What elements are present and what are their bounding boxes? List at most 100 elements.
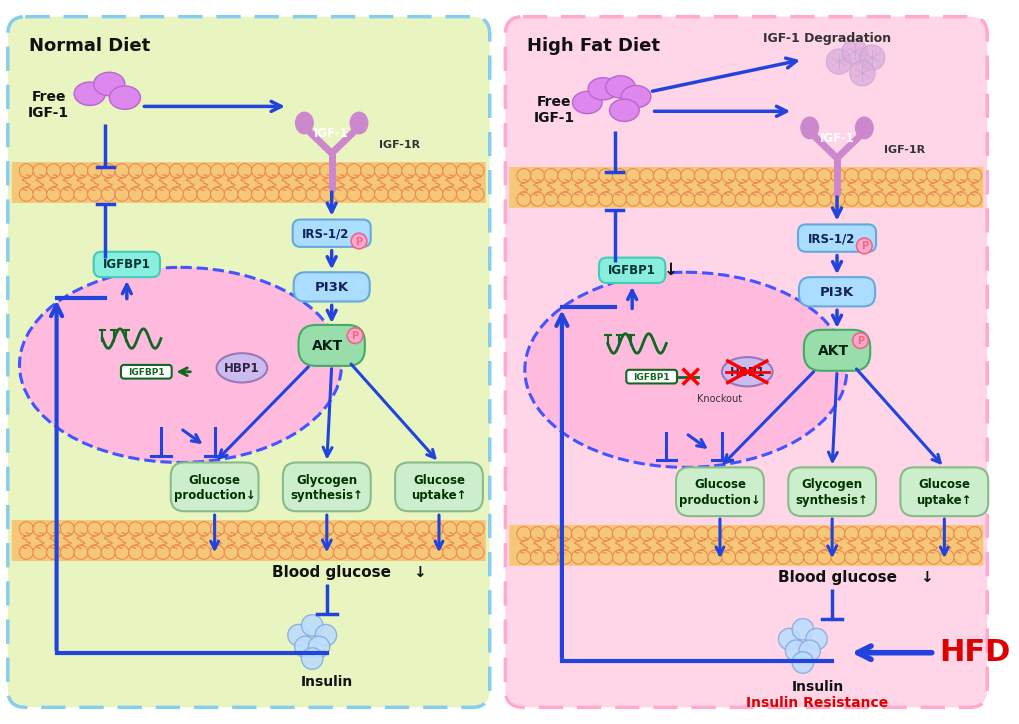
FancyBboxPatch shape: [292, 219, 370, 247]
Text: uptake↑: uptake↑: [916, 494, 971, 507]
Text: P: P: [860, 241, 867, 251]
Circle shape: [455, 188, 470, 201]
Circle shape: [169, 164, 183, 177]
Circle shape: [315, 624, 336, 646]
Circle shape: [88, 522, 102, 536]
Circle shape: [306, 164, 320, 177]
Circle shape: [543, 526, 557, 541]
Text: HFD: HFD: [938, 639, 1010, 668]
Circle shape: [666, 169, 681, 182]
Circle shape: [543, 550, 557, 564]
Circle shape: [530, 169, 544, 182]
Circle shape: [156, 164, 170, 177]
Circle shape: [292, 164, 307, 177]
Circle shape: [237, 164, 252, 177]
Circle shape: [925, 169, 940, 182]
Circle shape: [517, 526, 530, 541]
Circle shape: [278, 188, 292, 201]
Circle shape: [557, 526, 572, 541]
FancyBboxPatch shape: [11, 520, 485, 561]
Circle shape: [792, 618, 813, 640]
Ellipse shape: [721, 357, 771, 387]
Circle shape: [790, 526, 803, 541]
Circle shape: [707, 550, 721, 564]
Ellipse shape: [605, 76, 635, 98]
Circle shape: [252, 188, 265, 201]
Circle shape: [639, 550, 653, 564]
Circle shape: [530, 550, 544, 564]
Circle shape: [142, 522, 156, 536]
Circle shape: [374, 188, 388, 201]
Circle shape: [790, 169, 803, 182]
Circle shape: [224, 164, 238, 177]
Circle shape: [19, 522, 34, 536]
Circle shape: [816, 192, 830, 206]
Text: Glucose: Glucose: [413, 473, 465, 487]
Circle shape: [128, 188, 143, 201]
Circle shape: [598, 192, 612, 206]
Circle shape: [169, 545, 183, 560]
Circle shape: [871, 169, 886, 182]
Circle shape: [415, 164, 429, 177]
Circle shape: [803, 526, 817, 541]
Circle shape: [47, 522, 60, 536]
FancyBboxPatch shape: [798, 277, 874, 306]
Circle shape: [884, 192, 899, 206]
Text: Glucose: Glucose: [189, 473, 240, 487]
Circle shape: [156, 545, 170, 560]
Circle shape: [912, 192, 926, 206]
Text: PI3K: PI3K: [819, 286, 853, 299]
Circle shape: [611, 526, 626, 541]
Circle shape: [790, 550, 803, 564]
Circle shape: [707, 526, 721, 541]
Circle shape: [88, 545, 102, 560]
Circle shape: [429, 164, 442, 177]
Circle shape: [557, 169, 572, 182]
FancyBboxPatch shape: [598, 258, 664, 283]
Circle shape: [455, 522, 470, 536]
Circle shape: [374, 164, 388, 177]
Circle shape: [401, 545, 416, 560]
Circle shape: [237, 545, 252, 560]
Circle shape: [899, 192, 912, 206]
Circle shape: [115, 522, 128, 536]
Circle shape: [361, 522, 374, 536]
Circle shape: [101, 522, 115, 536]
Circle shape: [351, 233, 367, 249]
Circle shape: [237, 522, 252, 536]
Circle shape: [798, 640, 819, 662]
Circle shape: [721, 550, 735, 564]
Circle shape: [707, 169, 721, 182]
FancyBboxPatch shape: [508, 525, 982, 566]
Circle shape: [735, 526, 749, 541]
Circle shape: [346, 164, 361, 177]
Circle shape: [387, 188, 401, 201]
Circle shape: [830, 526, 844, 541]
Circle shape: [940, 169, 954, 182]
Circle shape: [292, 545, 307, 560]
Circle shape: [442, 188, 457, 201]
Circle shape: [224, 522, 238, 536]
Text: P: P: [352, 331, 359, 341]
Circle shape: [571, 526, 585, 541]
Circle shape: [101, 545, 115, 560]
Circle shape: [142, 545, 156, 560]
Circle shape: [680, 192, 694, 206]
Circle shape: [210, 522, 224, 536]
Circle shape: [857, 192, 871, 206]
Circle shape: [735, 192, 749, 206]
Circle shape: [183, 188, 197, 201]
Circle shape: [517, 550, 530, 564]
Circle shape: [912, 526, 926, 541]
Circle shape: [33, 545, 47, 560]
Circle shape: [265, 545, 279, 560]
Circle shape: [429, 188, 442, 201]
Circle shape: [115, 545, 128, 560]
Circle shape: [237, 188, 252, 201]
Circle shape: [470, 188, 484, 201]
Text: Free: Free: [536, 95, 571, 109]
Circle shape: [775, 550, 790, 564]
Circle shape: [830, 192, 844, 206]
Ellipse shape: [855, 117, 872, 138]
FancyBboxPatch shape: [94, 252, 160, 277]
